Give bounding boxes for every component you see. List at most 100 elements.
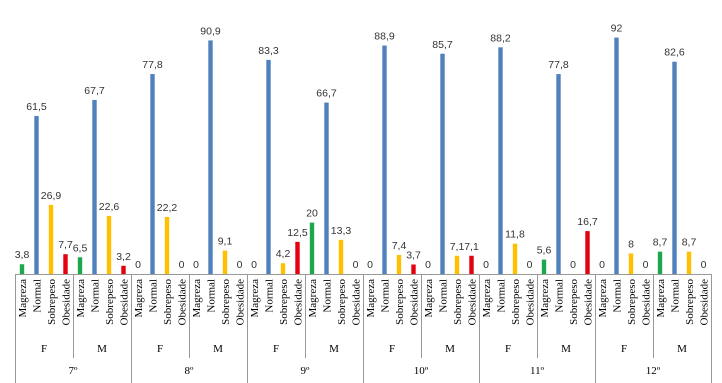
axis-category-label: Obesidade: [409, 279, 421, 326]
axis-category-label: Normal: [670, 279, 682, 313]
axis-category-label: Magreza: [75, 279, 87, 318]
value-label: 0: [179, 259, 185, 271]
value-label: 0: [251, 259, 257, 271]
group-label: 10º: [414, 365, 429, 377]
value-label: 0: [135, 259, 141, 271]
axis-category-label: Sobrepeso: [394, 279, 406, 325]
bar: [338, 239, 344, 274]
bar: [106, 215, 112, 274]
value-label: 0: [237, 259, 243, 271]
bar: [469, 255, 474, 274]
value-label: 22,2: [157, 202, 178, 214]
axis-category-label: Magreza: [481, 279, 493, 318]
axis-category-label: Obesidade: [351, 279, 363, 326]
x-tick-label: F: [389, 343, 395, 355]
value-label: 8: [628, 238, 634, 250]
x-tick-label: F: [505, 343, 511, 355]
value-label: 92: [611, 23, 623, 35]
value-label: 7,1: [464, 241, 479, 253]
value-label: 7,1: [450, 241, 465, 253]
axis-category-label: Normal: [32, 279, 44, 313]
axis-category-label: Magreza: [191, 279, 203, 318]
value-label: 26,9: [41, 190, 62, 202]
bar: [48, 204, 54, 274]
value-label: 0: [701, 259, 707, 271]
x-tick-label: M: [561, 343, 571, 355]
x-tick-label: M: [97, 343, 107, 355]
axis-category-label: Sobrepeso: [452, 279, 464, 325]
bar: [672, 61, 677, 274]
value-label: 4,2: [276, 248, 291, 260]
value-label: 8,7: [653, 237, 668, 249]
axis-category-label: Normal: [90, 279, 102, 313]
value-label: 3,2: [116, 251, 131, 263]
axis-category-label: Magreza: [249, 279, 261, 318]
axis-category-label: Magreza: [365, 279, 377, 318]
axis-category-label: Sobrepeso: [626, 279, 638, 325]
group-label: 12º: [646, 365, 661, 377]
group-label: 11º: [530, 365, 545, 377]
axis-category-label: Magreza: [423, 279, 435, 318]
value-label: 12,5: [287, 227, 308, 239]
value-label: 0: [643, 259, 649, 271]
x-tick-label: F: [621, 343, 627, 355]
bar: [541, 259, 547, 274]
value-label: 0: [353, 259, 359, 271]
bar: [295, 241, 300, 274]
x-tick-label: M: [677, 343, 687, 355]
value-label: 82,6: [664, 47, 685, 59]
axis-category-label: Normal: [612, 279, 624, 313]
value-label: 13,3: [331, 225, 352, 237]
axis-category-label: Magreza: [307, 279, 319, 318]
axis-category-label: Obesidade: [235, 279, 247, 326]
axis-category-label: Sobrepeso: [684, 279, 696, 325]
value-label: 0: [425, 259, 431, 271]
axis-category-label: Normal: [554, 279, 566, 313]
bar: [208, 40, 213, 275]
axis-category-label: Magreza: [133, 279, 145, 318]
value-label: 22,6: [99, 201, 120, 213]
axis-category-label: Sobrepeso: [220, 279, 232, 325]
value-label: 20: [306, 208, 318, 220]
bar: [628, 253, 634, 274]
x-tick-label: F: [41, 343, 47, 355]
value-label: 88,9: [374, 31, 395, 43]
bar: [63, 254, 68, 274]
value-label: 67,7: [84, 85, 105, 97]
axis-category-label: Sobrepeso: [568, 279, 580, 325]
value-label: 77,8: [548, 59, 569, 71]
axis-category-label: Normal: [264, 279, 276, 313]
axis-category-label: Sobrepeso: [336, 279, 348, 325]
axis-category-label: Obesidade: [699, 279, 711, 326]
axis-category-label: Obesidade: [583, 279, 595, 326]
axis-category-label: Magreza: [597, 279, 609, 318]
value-label: 8,7: [682, 237, 697, 249]
bar: [556, 74, 561, 274]
value-label: 3,7: [406, 249, 421, 261]
axis-category-label: Normal: [438, 279, 450, 313]
bar: [498, 47, 503, 274]
axis-category-label: Normal: [322, 279, 334, 313]
bar: [440, 53, 445, 274]
bar: [585, 231, 590, 274]
value-label: 9,1: [218, 236, 233, 248]
value-label: 83,3: [258, 45, 279, 57]
axis-category-label: Sobrepeso: [510, 279, 522, 325]
value-label: 5,6: [537, 245, 552, 257]
axis-category-label: Normal: [380, 279, 392, 313]
value-label: 66,7: [316, 88, 337, 100]
axis-category-label: Sobrepeso: [278, 279, 290, 325]
bar: [454, 255, 460, 274]
bar: [77, 257, 83, 274]
bar: [280, 263, 286, 274]
value-label: 3,8: [15, 249, 30, 261]
bar: [324, 102, 329, 275]
bar: [19, 264, 25, 274]
value-label: 11,8: [505, 229, 525, 241]
axis-category-label: Obesidade: [177, 279, 189, 326]
value-label: 77,8: [142, 59, 163, 71]
value-label: 88,2: [490, 32, 511, 44]
x-tick-label: M: [445, 343, 455, 355]
axis-category-label: Obesidade: [467, 279, 479, 326]
